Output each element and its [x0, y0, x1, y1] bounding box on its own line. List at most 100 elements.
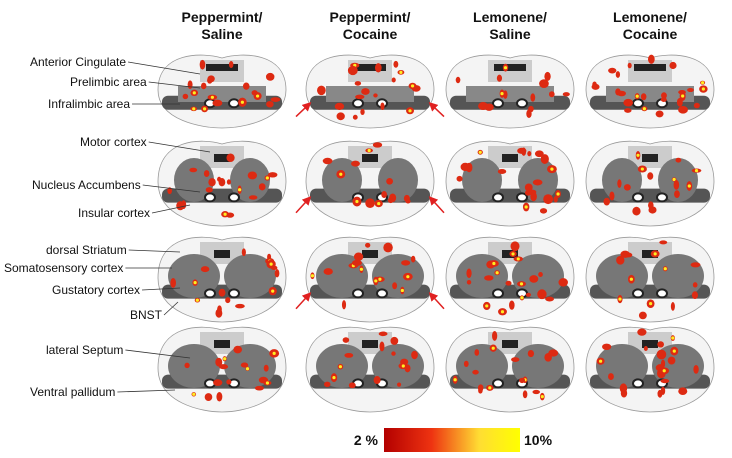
activation-peak: [377, 201, 381, 206]
activation-blob: [200, 82, 207, 90]
slice: [445, 326, 575, 413]
activation-peak: [193, 281, 197, 285]
activation-peak: [511, 252, 515, 256]
activation-blob: [216, 392, 223, 402]
activation-peak: [406, 275, 410, 279]
activation-blob: [213, 379, 223, 386]
activation-peak: [192, 91, 196, 95]
activation-blob: [492, 330, 498, 341]
activation-blob: [212, 99, 223, 107]
activation-blob: [360, 108, 365, 116]
region-labels: Anterior Cingulate Prelimbic area Infralim…: [4, 55, 211, 399]
activation-blob: [617, 90, 626, 97]
activation-blob: [324, 381, 331, 387]
activation-blob: [678, 387, 688, 395]
activation-peak: [635, 94, 639, 98]
activation-blob: [558, 278, 568, 287]
activation-blob: [317, 85, 326, 96]
activation-blob: [189, 167, 198, 173]
activation-blob: [540, 154, 549, 164]
slice: [585, 236, 715, 323]
activation-blob: [562, 92, 570, 97]
activation-blob: [323, 268, 333, 275]
activation-blob: [200, 266, 210, 273]
leader-line: [142, 287, 181, 291]
activation-blob: [455, 76, 461, 84]
slice: [157, 236, 287, 323]
column-header-line: Cocaine: [623, 26, 678, 42]
gray-region: [606, 86, 694, 102]
arrow: [428, 196, 445, 214]
activation-peak: [672, 177, 676, 182]
activation-blob: [265, 72, 275, 81]
activation-blob: [397, 382, 402, 387]
activation-peak: [671, 336, 675, 340]
activation-blob: [505, 280, 512, 286]
activation-blob: [410, 255, 416, 263]
activation-peak: [516, 257, 520, 261]
activation-blob: [591, 83, 600, 90]
activation-blob: [637, 328, 647, 336]
activation-blob: [391, 77, 396, 83]
activation-blob: [620, 388, 628, 398]
activation-blob: [521, 147, 527, 156]
activation-peak: [339, 172, 343, 176]
activation-blob: [266, 100, 274, 108]
activation-peak: [378, 277, 382, 281]
activation-blob: [411, 350, 418, 360]
activation-peak: [310, 274, 315, 278]
activation-blob: [616, 255, 625, 265]
dark-region: [354, 64, 386, 71]
activation-peak: [701, 87, 705, 91]
activation-blob: [373, 376, 381, 385]
activation-blob: [529, 275, 539, 283]
ventricle: [656, 288, 668, 299]
activation-peak: [672, 349, 676, 353]
activation-blob: [676, 97, 683, 107]
activation-blob: [656, 349, 667, 360]
gray-region: [178, 86, 266, 102]
activation-blob: [608, 373, 614, 380]
activation-blob: [353, 252, 364, 262]
dark-region: [362, 154, 378, 162]
ventricle: [632, 192, 644, 203]
activation-blob: [240, 362, 249, 368]
activation-blob: [226, 179, 231, 185]
activation-blob: [383, 242, 393, 253]
region-label: dorsal Striatum: [46, 243, 127, 257]
activation-blob: [334, 102, 345, 110]
activation-blob: [205, 187, 213, 193]
leader-line: [127, 61, 201, 75]
activation-blob: [379, 341, 385, 352]
activation-blob: [217, 176, 222, 182]
leader-line: [128, 249, 181, 253]
activation-peak: [210, 95, 214, 99]
activation-blob: [456, 175, 463, 182]
activation-blob: [474, 349, 480, 356]
activation-blob: [693, 102, 700, 109]
ventricle: [516, 98, 528, 109]
leader-line: [148, 81, 201, 89]
activation-blob: [693, 365, 699, 374]
striatum: [174, 158, 214, 202]
activation-blob: [465, 162, 473, 173]
activation-peak: [272, 351, 276, 355]
activation-blob: [351, 160, 360, 167]
arrow: [295, 196, 312, 214]
activation-blob: [378, 331, 388, 337]
leader-line: [142, 184, 201, 193]
ventricle: [228, 288, 240, 299]
dark-region: [634, 64, 666, 71]
activation-blob: [207, 76, 213, 84]
column-header-line: Lemonene/: [613, 9, 687, 25]
arrow: [295, 292, 312, 310]
activation-blob: [530, 191, 537, 202]
activation-blob: [538, 272, 543, 277]
activation-peak: [271, 289, 275, 293]
activation-blob: [463, 360, 469, 367]
activation-blob: [208, 178, 216, 187]
activation-peak: [240, 100, 244, 104]
ventricle: [204, 192, 216, 203]
region-label: Prelimbic area: [70, 75, 147, 89]
activation-blob: [248, 195, 258, 200]
